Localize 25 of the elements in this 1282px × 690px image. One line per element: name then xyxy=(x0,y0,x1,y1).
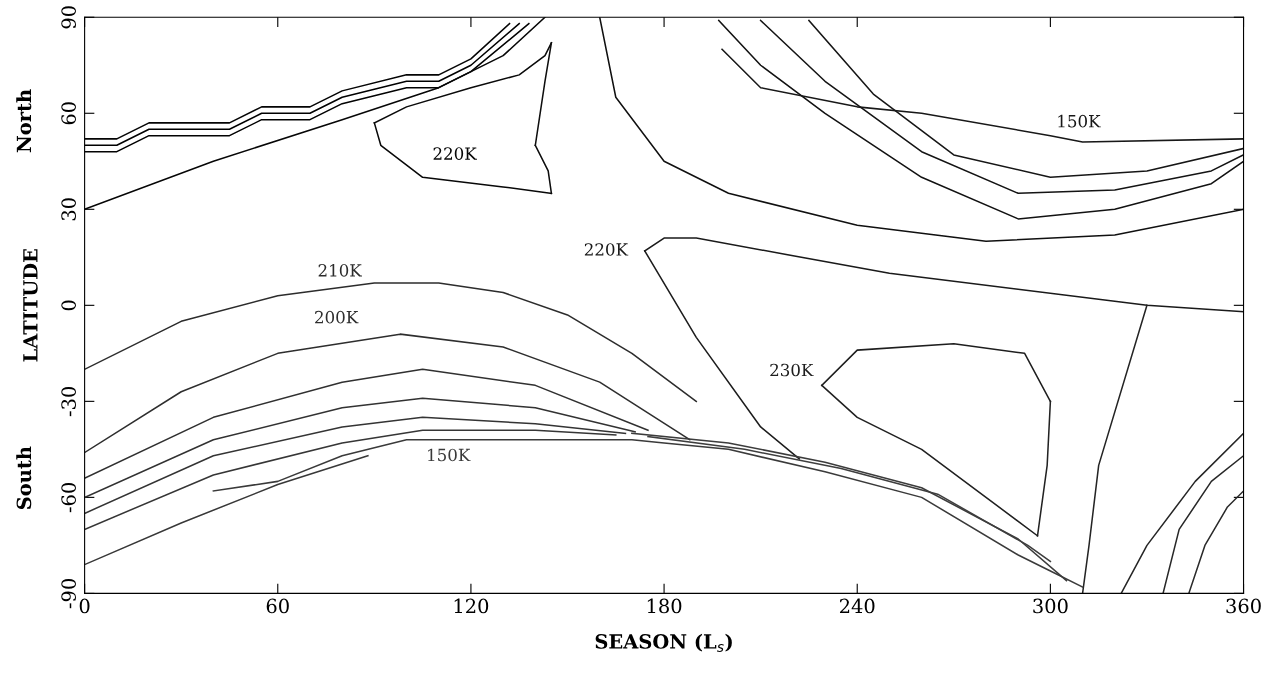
x-tick-label: 240 xyxy=(839,598,875,614)
text: North xyxy=(16,89,32,153)
series-label: 150K xyxy=(1058,114,1101,128)
series-label: 210K xyxy=(318,264,362,277)
y-tick-label: -90 xyxy=(61,579,76,609)
y-tick-label: 90 xyxy=(61,6,76,29)
y-tick-label: 0 xyxy=(61,300,76,311)
x-tick-label: 360 xyxy=(1226,598,1261,614)
y-tick-label: 60 xyxy=(61,102,76,125)
x-tick-label: 0 xyxy=(79,598,90,614)
y-axis-title: LATITUDE xyxy=(23,249,38,362)
x-tick-label: 300 xyxy=(1033,598,1068,614)
x-tick-label: 120 xyxy=(454,598,489,614)
x-axis-title: SEASON (L$_{s}$) xyxy=(595,633,732,652)
series-label: 220K xyxy=(584,243,629,256)
y-tick-label: -60 xyxy=(61,483,76,513)
series-label: 230K xyxy=(770,363,814,377)
series-label: 200K xyxy=(315,310,359,324)
y-tick-label: 30 xyxy=(61,198,76,221)
x-tick-label: 60 xyxy=(266,598,289,614)
text: South xyxy=(16,446,32,510)
x-tick-label: 180 xyxy=(647,598,682,614)
series-label: 150K xyxy=(428,448,471,462)
y-tick-label: -30 xyxy=(61,386,76,417)
series-label: 220K xyxy=(433,147,477,160)
